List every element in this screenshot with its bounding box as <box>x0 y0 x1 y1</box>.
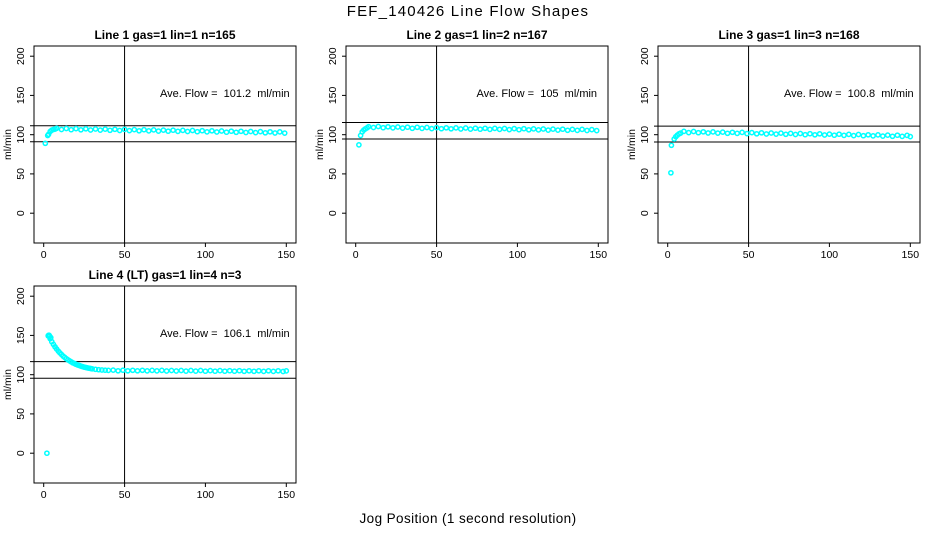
x-tick-label: 0 <box>353 249 359 261</box>
subplot-line-4: Line 4 (LT) gas=1 lin=4 n=3 0 50 100 150 0 50 1… <box>0 266 312 506</box>
x-tick-label: 50 <box>119 249 131 261</box>
y-axis: 0 50 100 150 200 ml/min <box>2 287 34 456</box>
y-tick-label: 200 <box>639 47 651 65</box>
subplot-line-3: Line 3 gas=1 lin=3 n=168 0 50 100 150 0 50 100 1… <box>624 26 936 266</box>
x-axis: 0 50 100 150 <box>41 243 295 261</box>
y-axis-unit: ml/min <box>2 369 14 400</box>
x-tick-label: 100 <box>197 489 215 501</box>
y-tick-label: 150 <box>327 86 339 104</box>
y-tick-label: 200 <box>327 47 339 65</box>
x-tick-label: 0 <box>41 249 47 261</box>
subplot-line-1: Line 1 gas=1 lin=1 n=165 0 50 100 150 0 50 100 1… <box>0 26 312 266</box>
subplot-title: Line 3 gas=1 lin=3 n=168 <box>718 28 859 42</box>
x-tick-label: 0 <box>41 489 47 501</box>
plot-box <box>657 45 921 244</box>
x-tick-label: 150 <box>278 249 296 261</box>
ave-flow-annotation: Ave. Flow = 100.8 ml/min <box>784 88 914 100</box>
y-axis: 0 50 100 150 200 ml/min <box>314 47 346 216</box>
y-tick-label: 50 <box>15 408 27 420</box>
figure-title: FEF_140426 Line Flow Shapes <box>346 3 590 20</box>
subplot-canvas: Line 2 gas=1 lin=2 n=167 0 50 100 150 0 50 100 1… <box>314 28 609 261</box>
x-tick-label: 50 <box>743 249 755 261</box>
subplot-canvas: Line 1 gas=1 lin=1 n=165 0 50 100 150 0 50 100 1… <box>2 28 297 261</box>
y-tick-label: 100 <box>15 126 27 144</box>
y-axis: 0 50 100 150 200 ml/min <box>626 47 658 216</box>
x-axis-label: Jog Position (1 second resolution) <box>359 511 577 526</box>
subplot-canvas: Line 3 gas=1 lin=3 n=168 0 50 100 150 0 50 100 1… <box>626 28 921 261</box>
ave-flow-annotation: Ave. Flow = 105 ml/min <box>477 88 598 100</box>
y-tick-label: 100 <box>327 126 339 144</box>
x-tick-label: 100 <box>509 249 527 261</box>
subplot-line-2: Line 2 gas=1 lin=2 n=167 0 50 100 150 0 50 100 1… <box>312 26 624 266</box>
reference-lines <box>30 46 296 243</box>
y-tick-label: 200 <box>15 287 27 305</box>
reference-lines <box>342 46 608 243</box>
y-tick-label: 0 <box>327 210 339 216</box>
y-tick-label: 200 <box>15 47 27 65</box>
x-axis: 0 50 100 150 <box>665 243 919 261</box>
x-tick-label: 50 <box>119 489 131 501</box>
x-axis: 0 50 100 150 <box>41 483 295 501</box>
plot-box <box>33 45 297 244</box>
y-tick-label: 50 <box>639 168 651 180</box>
x-tick-label: 100 <box>197 249 215 261</box>
subplot-title: Line 1 gas=1 lin=1 n=165 <box>94 28 235 42</box>
y-tick-label: 100 <box>639 126 651 144</box>
data-points <box>356 123 600 148</box>
reference-lines <box>654 46 920 243</box>
x-tick-label: 150 <box>590 249 608 261</box>
y-tick-label: 0 <box>15 210 27 216</box>
x-tick-label: 0 <box>665 249 671 261</box>
data-points <box>42 125 288 147</box>
x-tick-label: 150 <box>902 249 920 261</box>
x-tick-label: 50 <box>431 249 443 261</box>
y-tick-label: 50 <box>15 168 27 180</box>
y-tick-label: 0 <box>639 210 651 216</box>
subplot-title: Line 2 gas=1 lin=2 n=167 <box>406 28 547 42</box>
x-tick-label: 100 <box>821 249 839 261</box>
subplot-title: Line 4 (LT) gas=1 lin=4 n=3 <box>89 268 242 282</box>
y-axis-unit: ml/min <box>2 129 14 160</box>
y-tick-label: 150 <box>639 86 651 104</box>
y-tick-label: 100 <box>15 366 27 384</box>
data-points <box>44 332 290 457</box>
y-axis: 0 50 100 150 200 ml/min <box>2 47 34 216</box>
y-tick-label: 150 <box>15 326 27 344</box>
x-axis: 0 50 100 150 <box>353 243 607 261</box>
ave-flow-annotation: Ave. Flow = 101.2 ml/min <box>160 88 290 100</box>
y-axis-unit: ml/min <box>314 129 326 160</box>
y-axis-unit: ml/min <box>626 129 638 160</box>
x-tick-label: 150 <box>278 489 296 501</box>
data-points <box>668 128 914 176</box>
y-tick-label: 50 <box>327 168 339 180</box>
y-tick-label: 0 <box>15 450 27 456</box>
y-tick-label: 150 <box>15 86 27 104</box>
ave-flow-annotation: Ave. Flow = 106.1 ml/min <box>160 328 290 340</box>
plot-box <box>33 285 297 484</box>
subplot-canvas: Line 4 (LT) gas=1 lin=4 n=3 0 50 100 150 0 50 1… <box>2 268 297 501</box>
reference-lines <box>30 286 296 483</box>
plot-box <box>345 45 609 244</box>
